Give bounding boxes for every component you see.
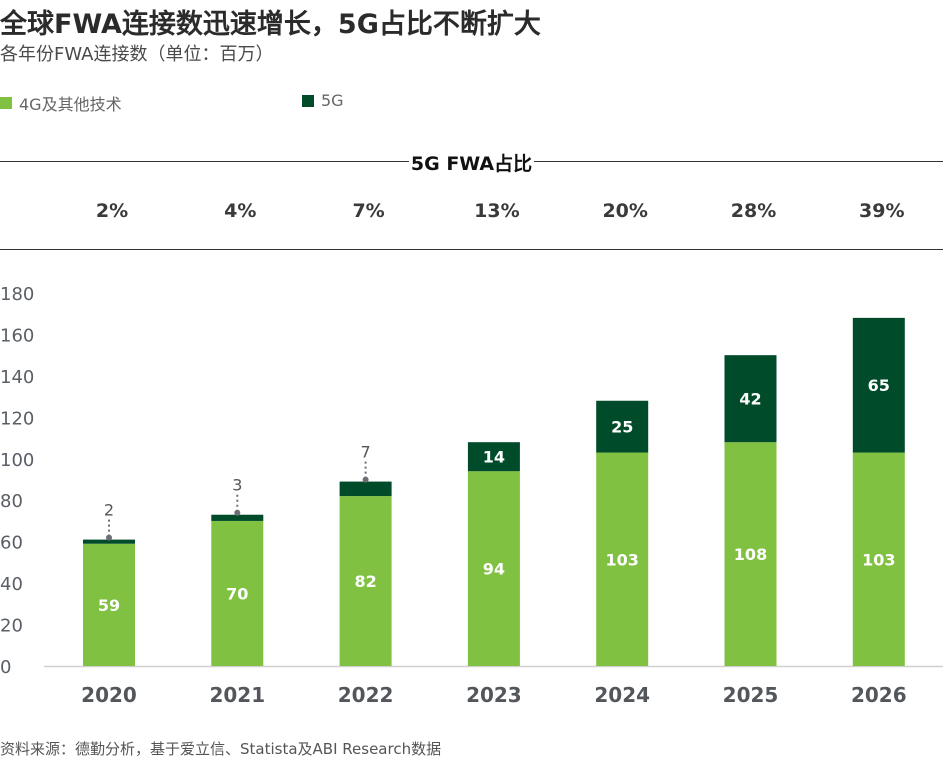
bar-segment-4g xyxy=(467,471,520,666)
y-tick-label: 60 xyxy=(0,533,23,554)
bar-segment-5g xyxy=(467,442,520,472)
data-label-5g: 25 xyxy=(611,418,633,437)
legend-swatch-4g-icon xyxy=(0,97,12,109)
y-tick-label: 120 xyxy=(0,408,34,429)
bar-segment-5g xyxy=(211,514,264,521)
share-bottom-divider xyxy=(0,249,943,250)
bar-segment-5g xyxy=(852,317,905,453)
bar-segment-4g xyxy=(83,543,135,666)
bar-segment-4g xyxy=(211,520,264,666)
x-category-label: 2020 xyxy=(81,683,137,707)
legend-item-4g: 4G及其他技术 xyxy=(0,91,122,115)
data-label-5g: 7 xyxy=(361,443,371,462)
leader-dot xyxy=(234,509,241,516)
legend: 4G及其他技术 5G xyxy=(0,91,943,115)
chart-subtitle: 各年份FWA连接数（单位：百万） xyxy=(0,44,274,65)
data-label-4g: 108 xyxy=(734,545,767,564)
bar-segment-4g xyxy=(339,496,392,666)
x-category-label: 2026 xyxy=(851,683,907,707)
bar-segment-5g xyxy=(83,539,135,544)
share-value: 7% xyxy=(352,200,385,222)
bar-segment-4g xyxy=(852,452,905,666)
y-tick-label: 160 xyxy=(0,325,34,346)
x-category-label: 2022 xyxy=(338,683,394,707)
bar-segment-5g xyxy=(724,355,777,443)
share-value: 4% xyxy=(224,200,257,222)
data-label-4g: 59 xyxy=(98,596,120,615)
x-category-label: 2023 xyxy=(466,683,522,707)
data-label-4g: 94 xyxy=(483,560,505,579)
data-label-5g: 3 xyxy=(232,476,242,495)
leader-dot xyxy=(362,476,369,483)
legend-swatch-5g-icon xyxy=(302,94,314,107)
share-value: 20% xyxy=(602,200,648,222)
data-label-4g: 82 xyxy=(354,572,376,591)
y-tick-label: 100 xyxy=(0,450,34,471)
share-value: 13% xyxy=(474,200,520,222)
data-label-5g: 42 xyxy=(739,390,761,409)
source-note: 资料来源：德勤分析，基于爱立信、Statista及ABI Research数据 xyxy=(0,740,442,758)
share-value: 28% xyxy=(730,200,777,222)
stacked-bar-chart: 0 20 40 60 80 100 120 140 160 180 59 2 2020 70 3 2021 82… xyxy=(0,284,943,707)
y-tick-label: 0 xyxy=(0,657,11,678)
share-value: 39% xyxy=(859,200,905,222)
y-tick-label: 80 xyxy=(0,491,23,512)
data-label-4g: 103 xyxy=(862,550,895,569)
x-category-label: 2025 xyxy=(723,683,779,707)
legend-label-5g: 5G xyxy=(321,91,344,110)
bar-segment-4g xyxy=(596,452,649,666)
share-value: 2% xyxy=(95,200,129,222)
share-panel-heading: 5G FWA占比 xyxy=(0,149,943,176)
bar-segment-5g xyxy=(339,481,392,497)
data-label-5g: 14 xyxy=(483,448,505,467)
chart-title: 全球FWA连接数迅速增长，5G占比不断扩大 xyxy=(0,9,541,40)
x-category-label: 2024 xyxy=(594,683,650,707)
data-label-4g: 103 xyxy=(605,550,638,569)
y-tick-label: 20 xyxy=(0,616,23,637)
bar-segment-4g xyxy=(724,442,777,666)
x-category-label: 2021 xyxy=(209,683,265,707)
y-tick-label: 40 xyxy=(0,574,23,595)
data-label-4g: 70 xyxy=(226,584,248,603)
data-label-5g: 2 xyxy=(104,501,114,520)
y-tick-label: 140 xyxy=(0,367,34,388)
bar-segment-5g xyxy=(596,400,649,453)
legend-item-5g: 5G xyxy=(302,91,344,110)
share-panel-heading-text: 5G FWA占比 xyxy=(408,153,535,175)
data-label-5g: 65 xyxy=(868,376,890,395)
legend-label-4g: 4G及其他技术 xyxy=(19,95,122,114)
y-tick-label: 180 xyxy=(0,284,34,305)
leader-dot xyxy=(106,534,112,541)
